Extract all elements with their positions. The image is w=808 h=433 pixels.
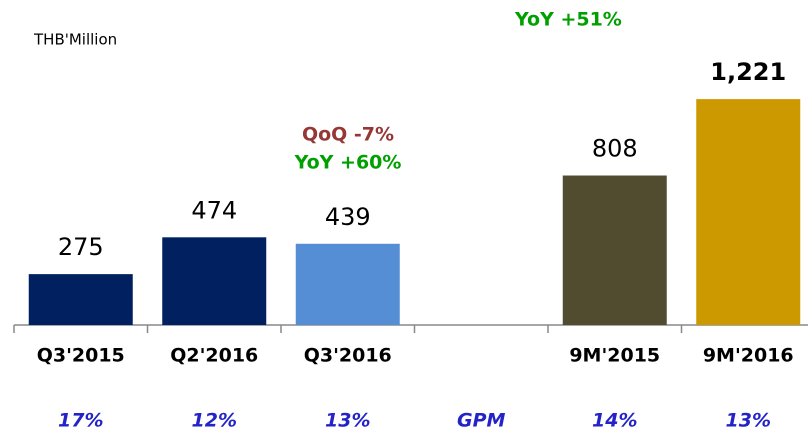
annotation: QoQ -7% — [302, 124, 394, 146]
gpm-label: 14% — [592, 410, 637, 432]
x-tick-label: Q2'2016 — [170, 345, 258, 367]
x-tick-label: Q3'2016 — [304, 345, 392, 367]
value-label: 808 — [592, 135, 638, 163]
unit-label: THB'Million — [33, 31, 117, 49]
gpm-label: GPM — [457, 410, 506, 432]
x-tick-label: 9M'2016 — [703, 345, 794, 367]
bar — [162, 237, 267, 325]
bar — [562, 175, 667, 325]
gpm-label: 13% — [726, 410, 771, 432]
x-tick-label: Q3'2015 — [37, 345, 125, 367]
bar — [295, 243, 400, 325]
gpm-label: 12% — [192, 410, 237, 432]
gpm-label: 17% — [58, 410, 103, 432]
value-label: 439 — [325, 203, 371, 231]
bar — [696, 99, 801, 326]
annotation: YoY +60% — [294, 152, 402, 174]
value-label: 1,221 — [710, 58, 786, 86]
value-label: 275 — [58, 233, 104, 261]
value-label: 474 — [191, 196, 237, 224]
annotation: YoY +51% — [514, 9, 622, 31]
gpm-label: 13% — [325, 410, 370, 432]
x-tick-label: 9M'2015 — [569, 345, 660, 367]
bar — [28, 274, 133, 325]
